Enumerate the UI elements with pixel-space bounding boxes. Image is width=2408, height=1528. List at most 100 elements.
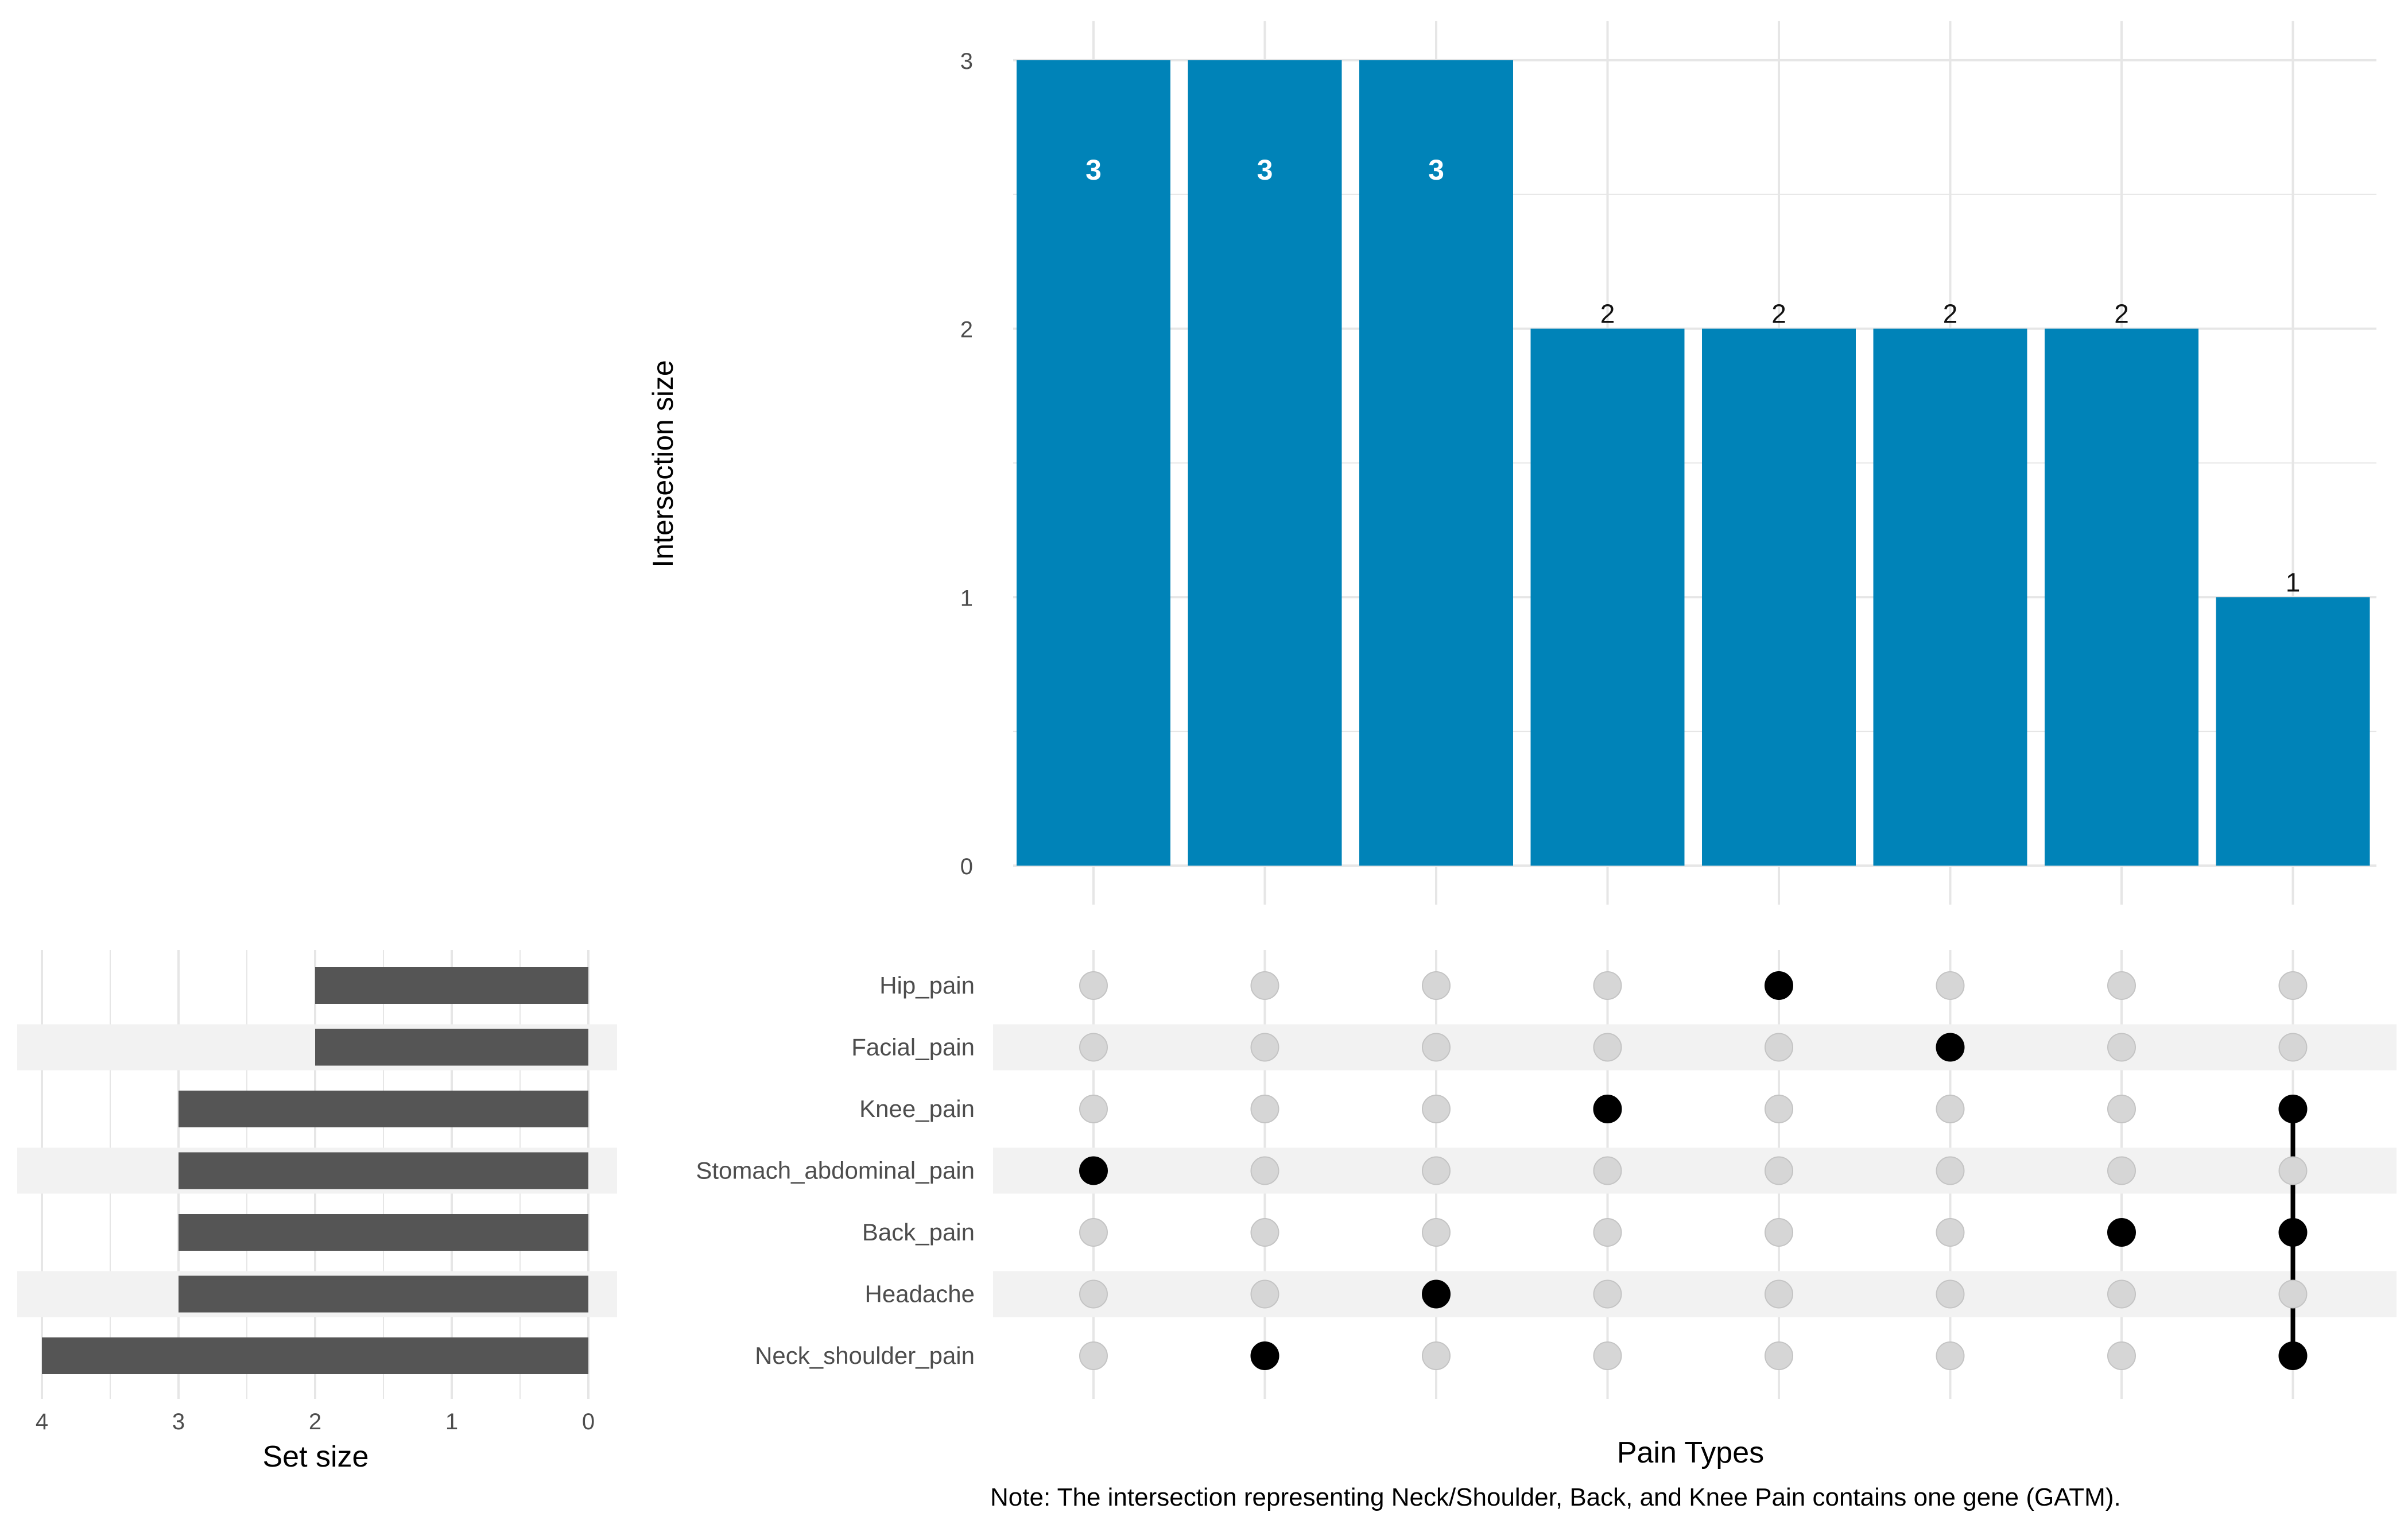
matrix-dot-inactive: [1936, 1156, 1965, 1185]
matrix-stripe: [993, 1147, 2397, 1194]
bar-value-label: 3: [1085, 154, 1102, 186]
matrix-dot-inactive: [1250, 1218, 1279, 1247]
matrix-dot-inactive: [1250, 1095, 1279, 1123]
matrix-dot-inactive: [1422, 1218, 1451, 1247]
matrix-dot-inactive: [1765, 1033, 1793, 1062]
matrix-dot-active: [2278, 1341, 2308, 1370]
intersection-bar: [1702, 328, 1856, 866]
matrix-dot-inactive: [1422, 1156, 1451, 1185]
matrix-dot-inactive: [1765, 1095, 1793, 1123]
set-label: Neck_shoulder_pain: [755, 1342, 975, 1369]
matrix-dot-inactive: [1593, 1156, 1622, 1185]
matrix-dot-active: [1422, 1279, 1451, 1309]
set-size-tick-label: 3: [172, 1409, 185, 1434]
matrix-dot-inactive: [1079, 1218, 1108, 1247]
set-size-tick-label: 4: [36, 1409, 48, 1434]
set-size-tick-label: 1: [445, 1409, 458, 1434]
matrix-dot-inactive: [2278, 1156, 2308, 1185]
y-axis-title: Intersection size: [647, 360, 679, 567]
matrix-dot-active: [1250, 1341, 1279, 1370]
set-size-bar: [315, 1029, 588, 1066]
intersection-bar: [2216, 597, 2370, 866]
set-size-bar: [179, 1214, 588, 1251]
intersection-bar: [1188, 60, 1342, 866]
matrix-dot-inactive: [1079, 1095, 1108, 1123]
bar-value-label: 3: [1257, 154, 1273, 186]
matrix-dot-inactive: [1422, 1341, 1451, 1370]
matrix-dot-inactive: [1422, 971, 1451, 1000]
intersection-bar: [1017, 60, 1170, 866]
set-size-bar: [179, 1152, 588, 1189]
bar-value-label: 2: [1771, 299, 1786, 329]
set-label: Back_pain: [862, 1219, 975, 1246]
matrix-dot-active: [1936, 1033, 1965, 1062]
matrix-dot-active: [1079, 1156, 1108, 1185]
y-tick-label: 2: [960, 317, 973, 343]
matrix-dot-inactive: [2107, 1033, 2136, 1062]
matrix-axis-title: Pain Types: [1617, 1436, 1764, 1469]
matrix-dot-inactive: [2107, 1279, 2136, 1309]
matrix-dot-inactive: [2107, 1341, 2136, 1370]
matrix-dot-active: [1593, 1095, 1622, 1123]
set-label: Hip_pain: [879, 972, 975, 999]
matrix-dot-inactive: [1079, 1033, 1108, 1062]
matrix-dot-inactive: [1936, 1341, 1965, 1370]
set-label: Stomach_abdominal_pain: [696, 1157, 975, 1184]
y-tick-label: 1: [960, 585, 973, 611]
matrix-dot-inactive: [1765, 1218, 1793, 1247]
matrix-dot-inactive: [1765, 1156, 1793, 1185]
matrix-dot-inactive: [2107, 971, 2136, 1000]
matrix-dot-inactive: [1079, 1341, 1108, 1370]
intersection-bar: [1359, 60, 1513, 866]
chart-note: Note: The intersection representing Neck…: [990, 1483, 2121, 1511]
matrix-dot-inactive: [1765, 1279, 1793, 1309]
matrix-dot-inactive: [1422, 1033, 1451, 1062]
matrix-dot-active: [2107, 1218, 2136, 1247]
set-size-bar: [315, 967, 588, 1004]
matrix-dot-inactive: [1593, 971, 1622, 1000]
intersection-bar: [1873, 328, 2027, 866]
set-size-tick-label: 2: [309, 1409, 321, 1434]
intersection-bar: [2045, 328, 2198, 866]
matrix-dot-inactive: [1936, 1095, 1965, 1123]
y-tick-label: 3: [960, 49, 973, 74]
matrix-dot-inactive: [1936, 971, 1965, 1000]
matrix-dot-inactive: [2278, 971, 2308, 1000]
set-size-bars: [42, 967, 588, 1374]
set-size-bar: [179, 1275, 588, 1313]
y-tick-label: 0: [960, 854, 973, 879]
matrix-dot-inactive: [1593, 1341, 1622, 1370]
matrix-dot-active: [1765, 971, 1793, 1000]
matrix-dot-inactive: [1079, 1279, 1108, 1309]
set-size-bar: [179, 1091, 588, 1127]
matrix-dot-active: [2278, 1095, 2308, 1123]
matrix-stripe: [993, 1271, 2397, 1317]
bar-value-label: 2: [1943, 299, 1958, 329]
matrix-dot-inactive: [1593, 1033, 1622, 1062]
set-size-bar: [42, 1337, 588, 1374]
set-size-axis-title: Set size: [263, 1440, 369, 1473]
set-size-tick-label: 0: [582, 1409, 595, 1434]
matrix-dot-inactive: [1765, 1341, 1793, 1370]
matrix-dot-inactive: [2107, 1156, 2136, 1185]
bar-value-label: 1: [2286, 567, 2301, 597]
set-label: Headache: [865, 1281, 975, 1308]
set-label: Facial_pain: [851, 1034, 975, 1061]
matrix-dot-inactive: [1422, 1095, 1451, 1123]
matrix-dot-inactive: [1250, 1033, 1279, 1062]
matrix-dot-inactive: [1079, 971, 1108, 1000]
matrix-dot-inactive: [1250, 1156, 1279, 1185]
matrix-dot-inactive: [2278, 1279, 2308, 1309]
matrix-dot-inactive: [1250, 1279, 1279, 1309]
chart-text: 3 3 3 2 2 2 2 1 0 1 2 3 Intersection size 4 3 2 1 0 Set si…: [36, 49, 2300, 1511]
matrix-dot-inactive: [2107, 1095, 2136, 1123]
matrix-dot-inactive: [1936, 1218, 1965, 1247]
matrix-dot-inactive: [1936, 1279, 1965, 1309]
matrix-stripe: [993, 1024, 2397, 1071]
matrix-dot-inactive: [2278, 1033, 2308, 1062]
matrix-dot-active: [2278, 1218, 2308, 1247]
bar-value-label: 3: [1428, 154, 1444, 186]
matrix-dot-inactive: [1593, 1218, 1622, 1247]
